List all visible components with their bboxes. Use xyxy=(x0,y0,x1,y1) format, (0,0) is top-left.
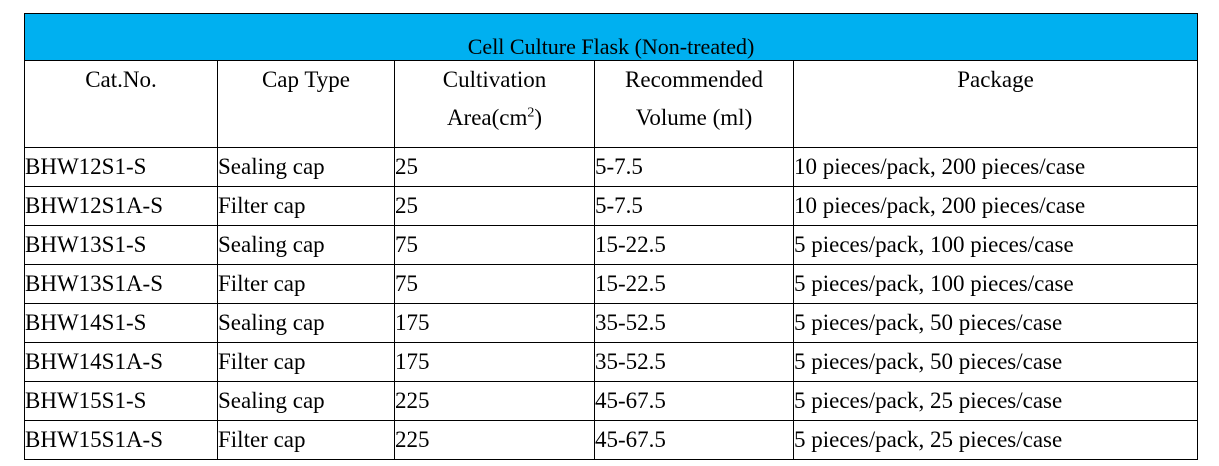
cell-cat-no: BHW12S1-S xyxy=(24,147,218,187)
cell-cat-no: BHW13S1A-S xyxy=(24,264,218,304)
header-area-line2-wrap: Area(cm2) xyxy=(396,99,594,137)
table-row: BHW15S1-S Sealing cap 225 45-67.5 5 pieces/p… xyxy=(24,381,1199,421)
table-row: BHW15S1A-S Filter cap 225 45-67.5 5 pieces/p… xyxy=(24,420,1199,460)
cell-cat-no: BHW14S1A-S xyxy=(24,342,218,382)
cell-cultivation-area: 175 xyxy=(394,303,595,343)
cell-cap-type: Filter cap xyxy=(217,186,395,226)
header-volume-line1: Recommended xyxy=(625,67,763,92)
cell-recommended-volume: 15-22.5 xyxy=(594,225,794,265)
header-area-line1: Cultivation xyxy=(442,67,547,92)
table-row: BHW12S1-S Sealing cap 25 5-7.5 10 pieces/pac… xyxy=(24,147,1199,187)
column-header-package: Package xyxy=(792,60,1199,148)
cell-cat-no: BHW14S1-S xyxy=(24,303,218,343)
table-row: BHW14S1A-S Filter cap 175 35-52.5 5 pieces/p… xyxy=(24,342,1199,382)
cell-recommended-volume: 15-22.5 xyxy=(594,264,794,304)
table-row: BHW13S1-S Sealing cap 75 15-22.5 5 pieces/pa… xyxy=(24,225,1199,265)
column-header-cap-type: Cap Type xyxy=(217,60,395,148)
cell-cultivation-area: 175 xyxy=(394,342,595,382)
cell-cap-type: Sealing cap xyxy=(217,381,395,421)
cell-package: 5 pieces/pack, 50 pieces/case xyxy=(792,303,1199,343)
cell-cultivation-area: 25 xyxy=(394,186,595,226)
cell-cap-type: Filter cap xyxy=(217,420,395,460)
cell-package: 5 pieces/pack, 100 pieces/case xyxy=(792,225,1199,265)
table-row: BHW12S1A-S Filter cap 25 5-7.5 10 pieces/pac… xyxy=(24,186,1199,226)
table-title-row: Cell Culture Flask (Non-treated) xyxy=(23,13,1199,61)
cell-cat-no: BHW15S1A-S xyxy=(24,420,218,460)
cell-cat-no: BHW13S1-S xyxy=(24,225,218,265)
table-title: Cell Culture Flask (Non-treated) xyxy=(23,13,1199,61)
cell-package: 5 pieces/pack, 25 pieces/case xyxy=(792,420,1199,460)
cell-recommended-volume: 5-7.5 xyxy=(594,147,794,187)
cell-cap-type: Filter cap xyxy=(217,342,395,382)
cell-cultivation-area: 25 xyxy=(394,147,595,187)
cell-recommended-volume: 35-52.5 xyxy=(594,303,794,343)
cell-recommended-volume: 5-7.5 xyxy=(594,186,794,226)
cell-recommended-volume: 45-67.5 xyxy=(594,381,794,421)
cell-recommended-volume: 35-52.5 xyxy=(594,342,794,382)
cell-package: 5 pieces/pack, 50 pieces/case xyxy=(792,342,1199,382)
table-header-row: Cat.No. Cap Type Cultivation Area(cm2) R… xyxy=(24,60,1199,148)
cell-recommended-volume: 45-67.5 xyxy=(594,420,794,460)
cell-cat-no: BHW15S1-S xyxy=(24,381,218,421)
cell-cultivation-area: 225 xyxy=(394,420,595,460)
table-row: BHW14S1-S Sealing cap 175 35-52.5 5 pieces/p… xyxy=(24,303,1199,343)
column-header-cat-no: Cat.No. xyxy=(24,60,218,148)
cell-cap-type: Sealing cap xyxy=(217,225,395,265)
cell-package: 10 pieces/pack, 200 pieces/case xyxy=(792,186,1199,226)
header-area-line2: Area(cm xyxy=(446,105,528,130)
header-volume-line2: Volume (ml) xyxy=(635,105,753,130)
cell-package: 5 pieces/pack, 25 pieces/case xyxy=(792,381,1199,421)
cell-cap-type: Sealing cap xyxy=(217,303,395,343)
table-body: BHW12S1-S Sealing cap 25 5-7.5 10 pieces/pac… xyxy=(24,147,1199,460)
table-row: BHW13S1A-S Filter cap 75 15-22.5 5 pieces/pa… xyxy=(24,264,1199,304)
column-header-recommended-volume: Recommended Volume (ml) xyxy=(594,60,794,148)
cell-cultivation-area: 225 xyxy=(394,381,595,421)
header-area-superscript: 2 xyxy=(527,105,535,121)
cell-package: 5 pieces/pack, 100 pieces/case xyxy=(792,264,1199,304)
cell-package: 10 pieces/pack, 200 pieces/case xyxy=(792,147,1199,187)
cell-cap-type: Sealing cap xyxy=(217,147,395,187)
header-area-close: ) xyxy=(534,105,543,130)
cell-cultivation-area: 75 xyxy=(394,225,595,265)
cell-cat-no: BHW12S1A-S xyxy=(24,186,218,226)
product-spec-table: Cell Culture Flask (Non-treated) Cat.No.… xyxy=(23,13,1199,460)
cell-cultivation-area: 75 xyxy=(394,264,595,304)
cell-cap-type: Filter cap xyxy=(217,264,395,304)
column-header-cultivation-area: Cultivation Area(cm2) xyxy=(394,60,595,148)
